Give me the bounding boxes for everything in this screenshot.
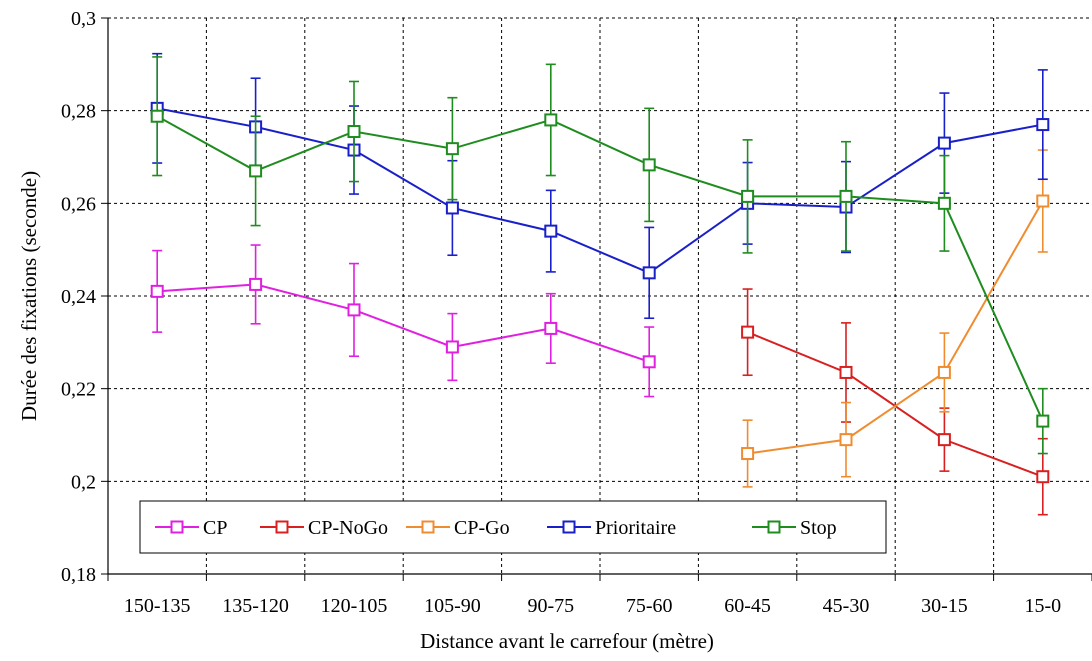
series-cp-go-point [937,365,951,379]
x-tick-label: 75-60 [626,595,673,617]
y-tick-labels: 0,18 0,2 0,22 0,24 0,26 0,28 0,3 [61,8,96,586]
legend-item-cp-nogo-marker [275,520,289,534]
series-cp-line [157,283,650,363]
series-stop-point [347,125,361,139]
x-tick-label: 150-135 [124,595,191,617]
series-stop-point [150,109,164,123]
legend-item-cp-marker [170,520,184,534]
legend-item-cp-nogo-label: CP-NoGo [308,517,388,539]
series-cp-nogo-point [839,365,853,379]
series-cp-nogo-point [741,325,755,339]
grid [108,17,1092,574]
series-cp-point [445,340,459,354]
y-tick-label: 0,22 [61,379,96,401]
y-tick-label: 0,18 [61,564,96,586]
x-tick-label: 135-120 [222,595,289,617]
legend-item-prioritaire: Prioritaire [547,517,676,539]
series-prioritaire-point [445,201,459,215]
series-cp-point [347,303,361,317]
series-cp-point [249,277,263,291]
series-cp-go-point [839,433,853,447]
x-tick-label: 105-90 [424,595,481,617]
x-tick-label: 30-15 [921,595,968,617]
x-tick-label: 120-105 [321,595,388,617]
series-stop-point [1036,414,1050,428]
y-axis-title: Durée des fixations (seconde) [17,171,41,421]
legend: CP CP-NoGo CP-Go Prioritaire Stop [139,500,887,554]
x-tick-label: 60-45 [724,595,771,617]
series-cp-go [741,149,1050,488]
series-stop-point [445,142,459,156]
legend-item-stop-label: Stop [800,517,837,539]
series-prioritaire-point [937,136,951,150]
series-stop-point [741,189,755,203]
series-stop-point [544,113,558,127]
series-cp [150,244,656,398]
series-stop [150,56,1050,455]
series-stop-point [937,196,951,210]
series-stop-point [249,164,263,178]
x-axis-title: Distance avant le carrefour (mètre) [420,629,714,653]
series-cp-nogo-point [1036,470,1050,484]
legend-item-cp-go-label: CP-Go [454,517,510,539]
legend-item-stop-marker [767,520,781,534]
x-tick-label: 45-30 [823,595,870,617]
series-prioritaire-point [544,224,558,238]
legend-item-cp-go-marker [421,520,435,534]
y-tick-label: 0,24 [61,286,96,308]
series-stop-point [839,189,853,203]
legend-item-prioritaire-label: Prioritaire [595,517,676,539]
y-tick-label: 0,26 [61,193,96,215]
series-prioritaire-point [1036,118,1050,132]
series-cp-nogo-point [937,433,951,447]
legend-item-cp-nogo: CP-NoGo [260,517,388,539]
legend-item-prioritaire-marker [562,520,576,534]
series-cp-go-line [747,200,1044,455]
legend-item-cp: CP [155,517,227,539]
x-tick-label: 90-75 [527,595,574,617]
legend-item-stop: Stop [752,517,837,539]
series-stop-point [642,158,656,172]
series-stop-line [156,115,1044,422]
legend-item-cp-label: CP [203,517,227,539]
series-prioritaire-point [642,266,656,280]
series-cp-point [150,284,164,298]
axes [101,17,1092,581]
series-cp-go-point [741,447,755,461]
x-tick-label: 15-0 [1024,595,1061,617]
y-tick-label: 0,28 [61,101,96,123]
y-tick-label: 0,3 [71,8,96,30]
series-cp-point [544,321,558,335]
series-prioritaire-line [157,107,1043,274]
series-layer [150,52,1050,516]
series-cp-go-point [1036,194,1050,208]
legend-item-cp-go: CP-Go [406,517,510,539]
x-tick-labels: 150-135 135-120 120-105 105-90 90-75 75-60 60-… [124,595,1061,617]
y-tick-label: 0,2 [71,471,96,493]
series-cp-point [642,355,656,369]
